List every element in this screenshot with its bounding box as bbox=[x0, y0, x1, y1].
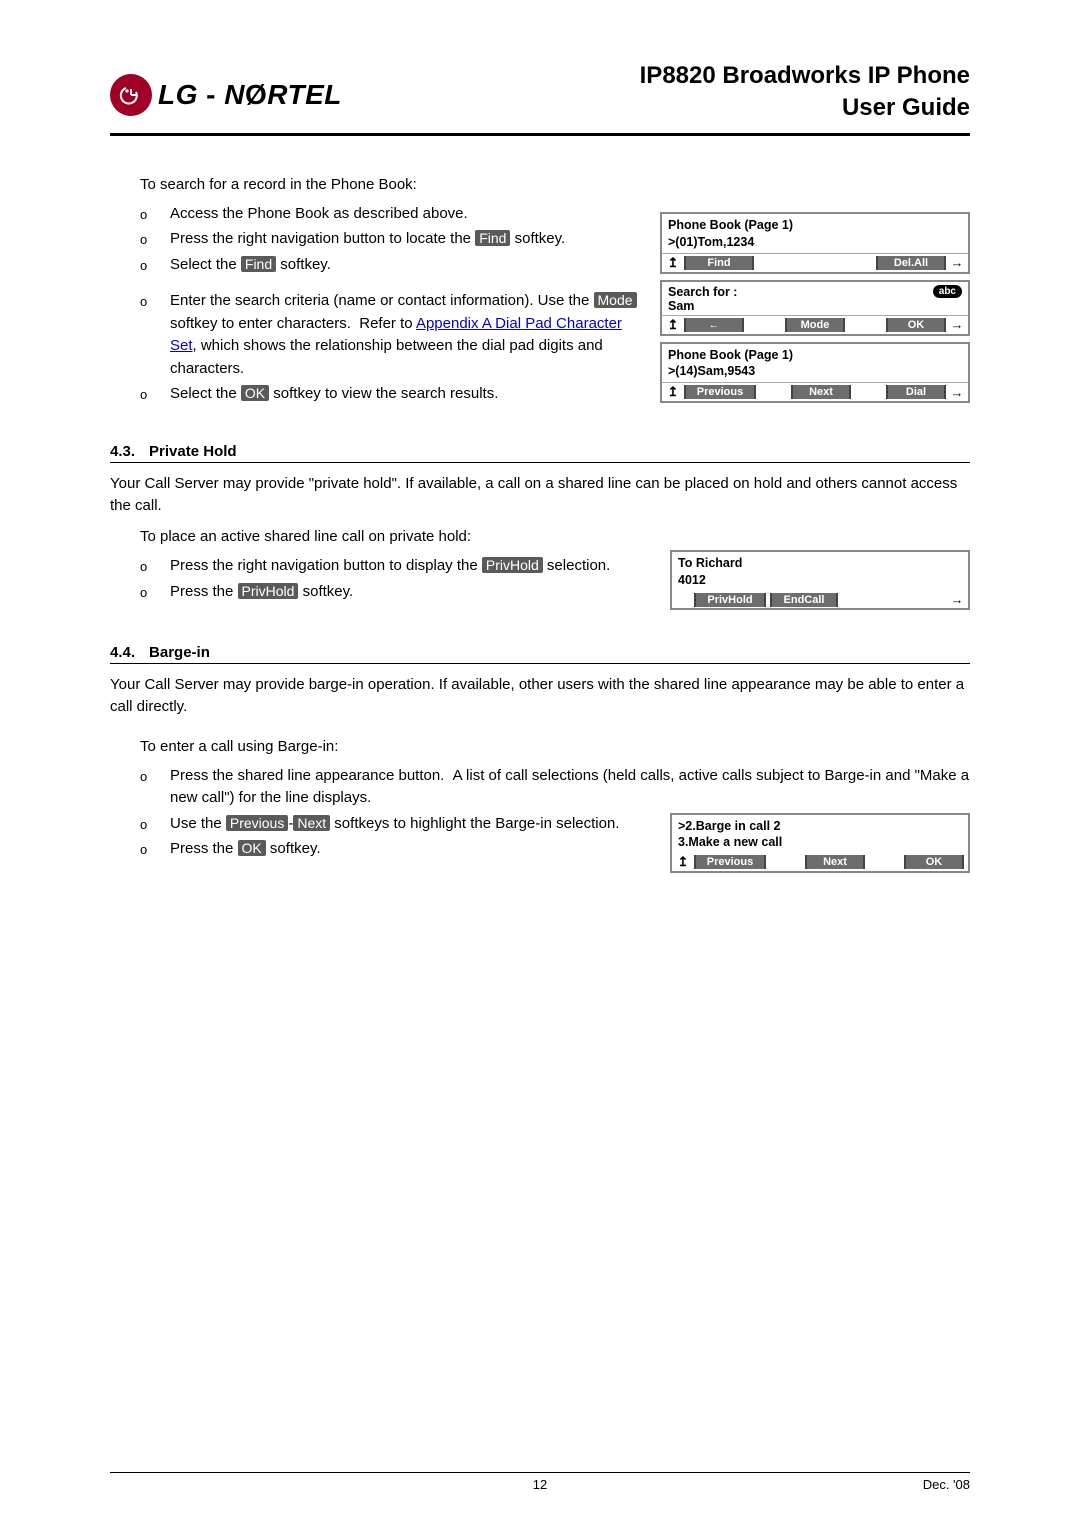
logo-text: LG - NØRTEL bbox=[158, 79, 342, 111]
mode-softkey-label: Mode bbox=[594, 292, 637, 308]
lcd-previous-button[interactable]: Previous bbox=[694, 855, 766, 869]
lcd-find-button[interactable]: Find bbox=[684, 256, 754, 270]
lcd-delall-button[interactable]: Del.All bbox=[876, 256, 946, 270]
up-arrow-icon: ↥ bbox=[666, 384, 680, 400]
find-softkey-label: Find bbox=[475, 230, 510, 246]
lcd-line: >(01)Tom,1234 bbox=[668, 234, 962, 251]
right-arrow-icon: → bbox=[950, 317, 964, 332]
lcd-next-button[interactable]: Next bbox=[791, 385, 851, 399]
list-item: Select the OK softkey to view the search… bbox=[140, 383, 640, 406]
section-44-heading: 4.4. Barge-in bbox=[110, 644, 970, 664]
lcd-line: 4012 bbox=[678, 572, 962, 589]
lcd-phonebook-stack: Phone Book (Page 1) >(01)Tom,1234 ↥ Find… bbox=[660, 212, 970, 404]
up-arrow-icon: ↥ bbox=[676, 854, 690, 870]
lcd-screen-pb1: Phone Book (Page 1) >(01)Tom,1234 ↥ Find… bbox=[660, 212, 970, 274]
list-item: Press the right navigation button to dis… bbox=[140, 555, 650, 578]
list-item: Access the Phone Book as described above… bbox=[140, 203, 640, 226]
barge-steps-top: Press the shared line appearance button.… bbox=[110, 765, 970, 810]
list-item: Select the Find softkey. bbox=[140, 254, 640, 277]
page-number: 12 bbox=[533, 1477, 547, 1492]
barge-intro: To enter a call using Barge-in: bbox=[140, 738, 970, 755]
barge-steps: Use the Previous-Next softkeys to highli… bbox=[110, 813, 650, 861]
privhold-intro: To place an active shared line call on p… bbox=[140, 528, 650, 545]
page-header: LG - NØRTEL IP8820 Broadworks IP Phone U… bbox=[110, 60, 970, 136]
ok-softkey-label: OK bbox=[238, 840, 266, 856]
list-item: Enter the search criteria (name or conta… bbox=[140, 290, 640, 380]
lcd-line: >(14)Sam,9543 bbox=[668, 363, 962, 380]
list-item: Press the PrivHold softkey. bbox=[140, 581, 650, 604]
lcd-endcall-button[interactable]: EndCall bbox=[770, 593, 838, 607]
right-arrow-icon: → bbox=[950, 385, 964, 400]
lcd-screen-pb2: Search for : Sam abc ↥ ← Mode OK → bbox=[660, 280, 970, 336]
lcd-line: Phone Book (Page 1) bbox=[668, 347, 962, 364]
section-43-para: Your Call Server may provide "private ho… bbox=[110, 473, 970, 517]
section-num: 4.3. bbox=[110, 443, 135, 460]
lcd-screen-privhold: To Richard 4012 PrivHold EndCall → bbox=[670, 550, 970, 610]
privhold-softkey-label: PrivHold bbox=[482, 557, 543, 573]
doc-title: IP8820 Broadworks IP Phone User Guide bbox=[640, 60, 970, 125]
pb-search-intro: To search for a record in the Phone Book… bbox=[140, 176, 640, 193]
abc-badge: abc bbox=[933, 285, 962, 298]
appendix-link[interactable]: Appendix A Dial Pad Character Set bbox=[170, 315, 622, 355]
lcd-mode-button[interactable]: Mode bbox=[785, 318, 845, 332]
pb-search-steps2: Enter the search criteria (name or conta… bbox=[110, 290, 640, 406]
previous-softkey-label: Previous bbox=[226, 815, 288, 831]
up-arrow-icon: ↥ bbox=[666, 255, 680, 271]
lcd-dial-button[interactable]: Dial bbox=[886, 385, 946, 399]
privhold-softkey-label: PrivHold bbox=[238, 583, 299, 599]
title-line2: User Guide bbox=[640, 92, 970, 124]
brand-logo: LG - NØRTEL bbox=[110, 60, 342, 116]
section-title: Barge-in bbox=[149, 644, 210, 661]
lcd-previous-button[interactable]: Previous bbox=[684, 385, 756, 399]
lcd-ok-button[interactable]: OK bbox=[886, 318, 946, 332]
lcd-line: Search for : bbox=[668, 285, 737, 299]
lcd-line: To Richard bbox=[678, 555, 962, 572]
logo-mark bbox=[110, 74, 152, 116]
find-softkey-label: Find bbox=[241, 256, 276, 272]
lcd-back-button[interactable]: ← bbox=[684, 318, 744, 332]
right-arrow-icon: → bbox=[950, 255, 964, 270]
section-44-para: Your Call Server may provide barge-in op… bbox=[110, 674, 970, 718]
pb-search-steps: Access the Phone Book as described above… bbox=[110, 203, 640, 277]
title-line1: IP8820 Broadworks IP Phone bbox=[640, 60, 970, 92]
lcd-line: >2.Barge in call 2 bbox=[678, 818, 962, 835]
up-arrow-icon: ↥ bbox=[666, 317, 680, 333]
lcd-screen-barge: >2.Barge in call 2 3.Make a new call ↥ P… bbox=[670, 813, 970, 874]
list-item: Press the shared line appearance button.… bbox=[140, 765, 970, 810]
section-num: 4.4. bbox=[110, 644, 135, 661]
lcd-screen-pb3: Phone Book (Page 1) >(14)Sam,9543 ↥ Prev… bbox=[660, 342, 970, 404]
list-item: Press the OK softkey. bbox=[140, 838, 650, 861]
lcd-line: Phone Book (Page 1) bbox=[668, 217, 962, 234]
footer-date: Dec. '08 bbox=[923, 1477, 970, 1492]
right-arrow-icon: → bbox=[950, 592, 964, 607]
privhold-steps: Press the right navigation button to dis… bbox=[110, 555, 650, 603]
lcd-line: Sam bbox=[668, 299, 737, 313]
lcd-ok-button[interactable]: OK bbox=[904, 855, 964, 869]
lcd-line: 3.Make a new call bbox=[678, 834, 962, 851]
section-43-heading: 4.3. Private Hold bbox=[110, 443, 970, 463]
section-title: Private Hold bbox=[149, 443, 237, 460]
next-softkey-label: Next bbox=[293, 815, 330, 831]
ok-softkey-label: OK bbox=[241, 385, 269, 401]
page-footer: 12 Dec. '08 bbox=[110, 1472, 970, 1492]
list-item: Press the right navigation button to loc… bbox=[140, 228, 640, 251]
lcd-next-button[interactable]: Next bbox=[805, 855, 865, 869]
list-item: Use the Previous-Next softkeys to highli… bbox=[140, 813, 650, 836]
lcd-privhold-button[interactable]: PrivHold bbox=[694, 593, 766, 607]
